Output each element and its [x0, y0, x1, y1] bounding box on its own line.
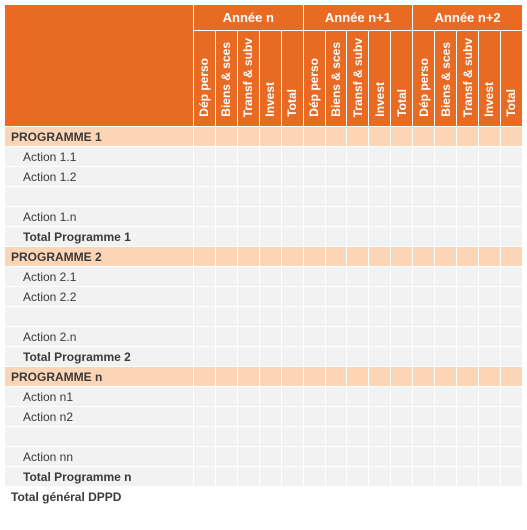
empty-label	[5, 307, 194, 327]
table-row: Action 2.n	[5, 327, 523, 347]
action-label: Action n1	[5, 387, 194, 407]
program-total: Total Programme 1	[5, 227, 194, 247]
hdr-y1-total: Total	[391, 31, 413, 127]
action-label: Action 1.1	[5, 147, 194, 167]
hdr-y0-total: Total	[281, 31, 303, 127]
header-year-n: Année n	[194, 5, 304, 31]
hdr-y2-dep: Dép perso	[413, 31, 435, 127]
table-row: Action 1.1	[5, 147, 523, 167]
budget-table: Année n Année n+1 Année n+2 Dép perso Bi…	[4, 4, 523, 507]
hdr-y2-invest: Invest	[478, 31, 500, 127]
table-row: Action n2	[5, 407, 523, 427]
action-label: Action nn	[5, 447, 194, 467]
program-row: PROGRAMME 2	[5, 247, 523, 267]
hdr-y2-transf: Transf & subv	[457, 31, 479, 127]
hdr-y0-dep: Dép perso	[194, 31, 216, 127]
hdr-y1-dep: Dép perso	[303, 31, 325, 127]
program-total: Total Programme 2	[5, 347, 194, 367]
header-year-n2: Année n+2	[413, 5, 523, 31]
hdr-y2-total: Total	[500, 31, 522, 127]
table-row: Action 1.2	[5, 167, 523, 187]
hdr-y0-biens: Biens & sces	[215, 31, 237, 127]
program-row: PROGRAMME n	[5, 367, 523, 387]
action-label: Action 1.2	[5, 167, 194, 187]
hdr-y1-invest: Invest	[369, 31, 391, 127]
action-label: Action 2.n	[5, 327, 194, 347]
hdr-y1-transf: Transf & subv	[347, 31, 369, 127]
program-total: Total Programme n	[5, 467, 194, 487]
table-row	[5, 307, 523, 327]
table-row: Total Programme n	[5, 467, 523, 487]
program-title: PROGRAMME 2	[5, 247, 194, 267]
table-row: Action 2.1	[5, 267, 523, 287]
hdr-y0-invest: Invest	[259, 31, 281, 127]
action-label: Action 2.1	[5, 267, 194, 287]
table-row: Action 2.2	[5, 287, 523, 307]
header-row-years: Année n Année n+1 Année n+2	[5, 5, 523, 31]
table-row: Action 1.n	[5, 207, 523, 227]
grand-total-row: Total général DPPD	[5, 487, 523, 507]
table-row: Total Programme 2	[5, 347, 523, 367]
action-label: Action 1.n	[5, 207, 194, 227]
table-row: Total Programme 1	[5, 227, 523, 247]
table-row	[5, 427, 523, 447]
action-label: Action 2.2	[5, 287, 194, 307]
hdr-y1-biens: Biens & sces	[325, 31, 347, 127]
table-body: PROGRAMME 1 Action 1.1 Action 1.2 Action…	[5, 127, 523, 507]
empty-label	[5, 187, 194, 207]
table-row: Action nn	[5, 447, 523, 467]
program-title: PROGRAMME n	[5, 367, 194, 387]
header-corner	[5, 5, 194, 127]
table-row: Action n1	[5, 387, 523, 407]
table-row	[5, 187, 523, 207]
empty-label	[5, 427, 194, 447]
program-row: PROGRAMME 1	[5, 127, 523, 147]
hdr-y0-transf: Transf & subv	[237, 31, 259, 127]
header-year-n1: Année n+1	[303, 5, 413, 31]
program-title: PROGRAMME 1	[5, 127, 194, 147]
action-label: Action n2	[5, 407, 194, 427]
grand-total-label: Total général DPPD	[5, 487, 194, 507]
hdr-y2-biens: Biens & sces	[435, 31, 457, 127]
